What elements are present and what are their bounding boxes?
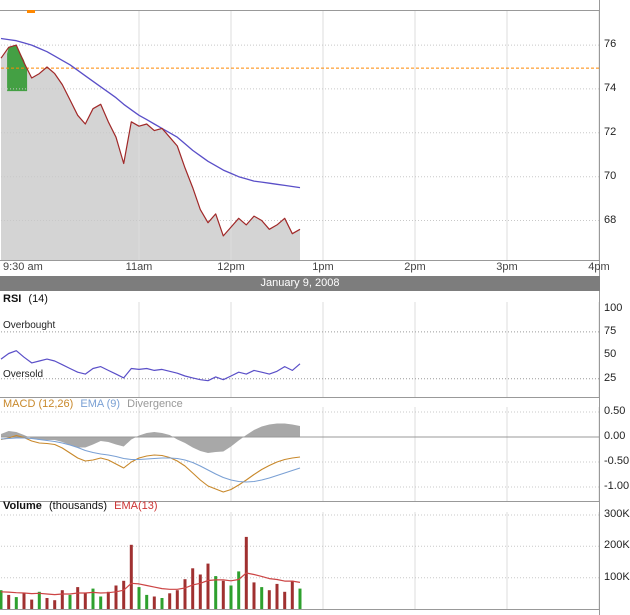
volume-bar: [60, 590, 64, 609]
volume-bar: [91, 588, 95, 609]
volume-bar: [145, 594, 149, 609]
volume-bar: [129, 544, 133, 609]
rsi-title: RSI: [3, 293, 22, 305]
volume-bar: [183, 579, 187, 609]
volume-bar: [260, 587, 264, 609]
volume-bar: [53, 600, 57, 609]
volume-bar: [122, 580, 126, 609]
volume-bar: [106, 591, 110, 609]
volume-bar: [83, 593, 87, 609]
volume-bar: [168, 593, 172, 609]
volume-units: (thousands): [48, 500, 108, 512]
macd-ema-label: EMA (9): [80, 398, 121, 410]
volume-bar: [7, 594, 11, 609]
volume-bar: [275, 583, 279, 609]
x-tick-label: 2pm: [404, 261, 426, 273]
price-area: [1, 45, 300, 260]
volume-bar: [30, 599, 34, 609]
volume-bar: [298, 588, 302, 609]
overbought-label: Overbought: [3, 320, 56, 331]
x-tick-label: 1pm: [312, 261, 334, 273]
x-tick-label: 9:30 am: [3, 261, 43, 273]
session-marker: [27, 10, 35, 13]
volume-bar: [206, 563, 210, 609]
volume-bar: [252, 582, 256, 609]
volume-bar: [283, 591, 287, 609]
volume-bar: [237, 571, 241, 609]
volume-bar: [175, 590, 179, 609]
macd-divergence-label: Divergence: [127, 398, 183, 410]
macd-label: MACD (12,26): [3, 398, 74, 410]
volume-bar: [214, 576, 218, 609]
x-tick-label: 12pm: [217, 261, 245, 273]
volume-bar: [114, 585, 118, 609]
volume-bar: [198, 574, 202, 609]
volume-bar: [221, 580, 225, 609]
x-tick-label: 4pm: [588, 261, 610, 273]
volume-bar: [14, 597, 18, 609]
macd-header: MACD (12,26) EMA (9) Divergence: [3, 398, 183, 410]
oversold-label: Oversold: [3, 369, 44, 380]
volume-bar: [99, 596, 103, 609]
volume-bar: [152, 596, 156, 609]
volume-bar: [76, 587, 80, 609]
volume-bar: [37, 591, 41, 609]
volume-bar: [267, 590, 271, 609]
volume-bar: [22, 593, 26, 609]
x-tick-label: 11am: [125, 261, 153, 273]
volume-bar: [137, 587, 141, 609]
macd-divergence-area: [1, 423, 300, 453]
volume-bar: [68, 594, 72, 609]
volume-ema-label: EMA(13): [114, 500, 158, 512]
date-label: January 9, 2008: [260, 277, 340, 289]
volume-title: Volume: [3, 500, 42, 512]
x-axis: 9:30 am 11am 12pm 1pm 2pm 3pm 4pm: [0, 261, 610, 276]
volume-bar: [0, 590, 3, 609]
rsi-header: RSI (14): [3, 293, 48, 305]
volume-header: Volume (thousands) EMA(13): [3, 500, 158, 512]
volume-bar: [191, 568, 195, 609]
volume-bar: [160, 598, 164, 609]
volume-bar: [45, 598, 49, 609]
volume-bar: [229, 585, 233, 609]
volume-bar: [290, 580, 294, 609]
rsi-params: (14): [28, 293, 48, 305]
x-tick-label: 3pm: [496, 261, 518, 273]
date-bar: January 9, 2008: [0, 276, 600, 291]
